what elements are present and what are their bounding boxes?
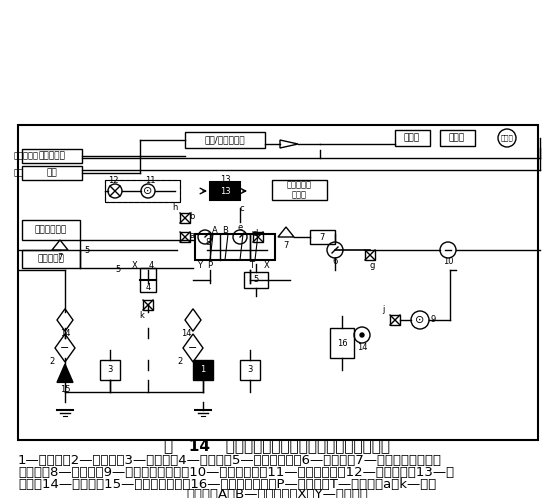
Circle shape — [360, 333, 364, 337]
Bar — [195, 234, 275, 260]
Text: 12: 12 — [107, 175, 118, 184]
Text: Y: Y — [197, 260, 203, 269]
Text: 截止阀；A和B—控制油口；X和Y—先导油口: 截止阀；A和B—控制油口；X和Y—先导油口 — [186, 488, 368, 498]
Text: 绘图仪: 绘图仪 — [404, 133, 420, 142]
Text: 16: 16 — [337, 339, 347, 348]
Text: c: c — [240, 204, 244, 213]
Polygon shape — [278, 227, 294, 237]
Bar — [105, 180, 180, 202]
Bar — [100, 360, 120, 380]
Text: 3: 3 — [247, 366, 253, 374]
Text: 自动／手动
控制器: 自动／手动 控制器 — [286, 180, 311, 200]
Text: A  B: A B — [212, 226, 228, 235]
Bar — [180, 232, 190, 242]
Text: d: d — [252, 229, 258, 238]
Text: a: a — [189, 231, 194, 240]
Text: b: b — [189, 212, 194, 221]
Text: 9: 9 — [430, 316, 435, 325]
Text: 4: 4 — [148, 260, 153, 269]
Text: ⊙: ⊙ — [416, 315, 425, 325]
Bar — [440, 130, 475, 146]
Bar — [105, 180, 180, 202]
Text: 7: 7 — [283, 241, 289, 249]
Text: X: X — [264, 260, 270, 269]
Text: T: T — [249, 260, 254, 269]
Text: 电源: 电源 — [47, 168, 58, 177]
Text: h: h — [172, 203, 178, 212]
Text: 信号处理器: 信号处理器 — [38, 254, 64, 263]
Bar — [210, 182, 240, 200]
Text: 传感器；8—被试阀；9—泄漏流量传感器；10—温度指示器；11—流量传感器；12—备用旁通；13—加: 传感器；8—被试阀；9—泄漏流量传感器；10—温度指示器；11—流量传感器；12… — [18, 466, 454, 479]
Text: 2: 2 — [177, 357, 183, 366]
Polygon shape — [280, 140, 298, 148]
Text: g: g — [370, 260, 375, 269]
Bar — [18, 125, 538, 440]
Text: 1: 1 — [201, 366, 206, 374]
Polygon shape — [57, 309, 73, 331]
Text: 压力显示装置: 压力显示装置 — [35, 226, 67, 235]
Bar — [22, 149, 82, 163]
Text: 电源: 电源 — [14, 168, 24, 177]
Text: 图   14   四通电液比例方向阀典型的稳态试验回路: 图 14 四通电液比例方向阀典型的稳态试验回路 — [164, 439, 390, 454]
Text: 示波器: 示波器 — [501, 134, 514, 141]
Text: X: X — [132, 260, 138, 269]
Bar — [310, 230, 335, 244]
Text: 7: 7 — [57, 253, 63, 262]
Bar — [390, 315, 400, 325]
Bar — [143, 300, 153, 310]
Polygon shape — [52, 240, 68, 250]
Text: 自动/手动控制器: 自动/手动控制器 — [204, 135, 245, 144]
Text: 7: 7 — [319, 233, 325, 242]
Bar — [272, 180, 327, 200]
Text: ⊙: ⊙ — [143, 186, 153, 196]
Bar — [193, 360, 213, 380]
Text: e: e — [237, 223, 243, 232]
Bar — [180, 213, 190, 223]
Text: 1—液压源；2—过滤器；3—溢流阀；4—蓄能器；5—温度传感器；6—压力表；7—压力传感器或压差: 1—液压源；2—过滤器；3—溢流阀；4—蓄能器；5—温度传感器；6—压力表；7—… — [18, 454, 442, 467]
Text: 5: 5 — [115, 265, 121, 274]
Text: 4: 4 — [145, 283, 151, 292]
Bar — [140, 268, 156, 292]
Text: 信号发生器: 信号发生器 — [39, 151, 65, 160]
Text: 14: 14 — [357, 344, 367, 353]
Bar — [330, 328, 354, 358]
Text: 10: 10 — [443, 257, 453, 266]
Bar — [253, 232, 263, 242]
Polygon shape — [183, 334, 203, 362]
Text: 13: 13 — [220, 186, 230, 196]
Text: j: j — [382, 305, 384, 315]
Text: 5: 5 — [84, 246, 90, 254]
Text: 记录仪: 记录仪 — [449, 133, 465, 142]
Text: 14: 14 — [60, 329, 70, 338]
Bar — [244, 272, 268, 288]
Text: 8: 8 — [206, 238, 211, 247]
Text: −: − — [188, 343, 198, 353]
Text: 6: 6 — [332, 257, 338, 266]
Polygon shape — [57, 364, 73, 382]
Polygon shape — [55, 334, 75, 362]
Bar — [240, 360, 260, 380]
Bar — [365, 250, 375, 260]
Bar — [395, 130, 430, 146]
Text: 11: 11 — [145, 175, 155, 184]
Text: 14: 14 — [181, 329, 191, 338]
Text: 载阀；14—单向阀；15—液压先导油源；16—电压力传感器；P—供油口；T—回油口；a～k—正向: 载阀；14—单向阀；15—液压先导油源；16—电压力传感器；P—供油口；T—回油… — [18, 478, 436, 491]
Text: 信号发生器: 信号发生器 — [14, 151, 39, 160]
Text: −: − — [60, 343, 70, 353]
Text: P: P — [207, 260, 213, 269]
Text: 2: 2 — [49, 357, 55, 366]
Bar — [22, 220, 80, 240]
Text: 3: 3 — [107, 366, 112, 374]
Text: 5: 5 — [253, 275, 259, 284]
Text: 15: 15 — [60, 385, 70, 394]
Text: k: k — [140, 312, 145, 321]
Polygon shape — [185, 309, 201, 331]
Bar — [185, 132, 265, 148]
Bar — [22, 166, 82, 180]
Bar — [22, 250, 80, 268]
Text: 13: 13 — [220, 174, 230, 183]
